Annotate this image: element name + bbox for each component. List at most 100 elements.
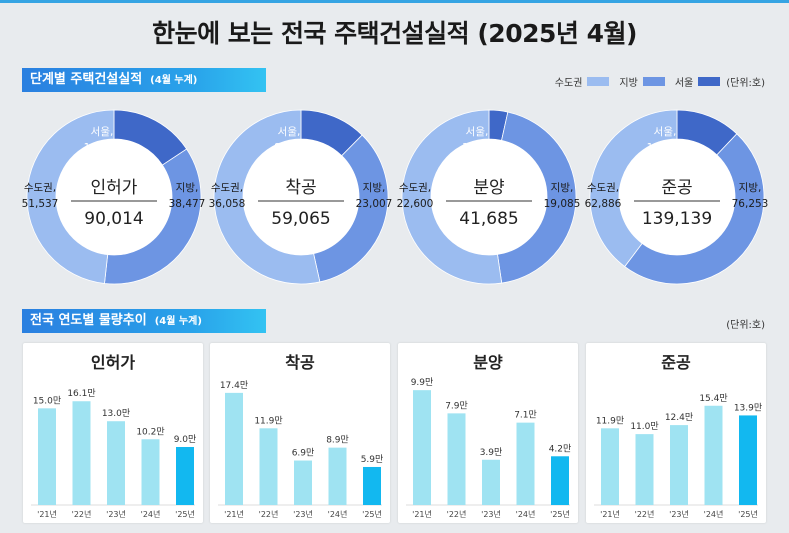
bar-chart: 17.4만 '21년 11.9만 '22년 6.9만 '23년 8.9만 '24년 5.9만 '2…	[218, 380, 384, 519]
donut-slice-value: 16,787	[84, 142, 121, 154]
donut-slice-value: 22,600	[397, 198, 434, 210]
section-label-text: 전국 연도별 물량추이	[30, 313, 147, 328]
x-tick-label: '25년	[175, 509, 195, 519]
x-tick-label: '24년	[328, 509, 348, 519]
bar	[739, 415, 757, 505]
donut-slice-value: 1,501	[462, 142, 492, 154]
bar-value-label: 7.1만	[514, 410, 537, 421]
bar-value-label: 12.4만	[665, 412, 693, 423]
bar-value-label: 11.9만	[254, 415, 282, 426]
x-tick-label: '22년	[259, 509, 279, 519]
legend-item-seoul: 서울	[675, 74, 721, 89]
top-accent-line	[0, 0, 789, 3]
bar	[363, 466, 381, 505]
donut-total: 90,014	[84, 209, 143, 229]
legend: 수도권 지방 서울 (단위:호)	[551, 74, 765, 89]
donut-slice-name: 서울,	[654, 126, 677, 138]
donut-slice-value: 36,058	[209, 198, 246, 210]
donut-slice-value: 19,090	[647, 142, 684, 154]
donut-1: 인허가 90,014 서울, 16,787 지방, 38,477 수도권, 51,537	[22, 109, 206, 285]
x-tick-label: '21년	[600, 509, 620, 519]
bar	[259, 428, 278, 505]
bar	[328, 447, 347, 505]
legend-swatch-capital	[587, 77, 610, 86]
bar-value-label: 5.9만	[361, 454, 384, 465]
x-tick-label: '23년	[669, 509, 689, 519]
bar-value-label: 9.9만	[411, 377, 434, 388]
legend-swatch-provinces	[642, 77, 665, 86]
donut-slice-name: 지방,	[176, 182, 199, 194]
x-tick-label: '25년	[738, 509, 758, 519]
bar	[72, 401, 91, 505]
x-tick-label: '22년	[635, 509, 655, 519]
bar-value-label: 4.2만	[549, 443, 572, 454]
bar-value-label: 17.4만	[220, 380, 248, 391]
bar-value-label: 10.2만	[136, 426, 164, 437]
donut-slice-name: 지방,	[551, 182, 574, 194]
x-tick-label: '21년	[412, 509, 432, 519]
bar-panel-permit: 인허가 15.0만 '21년 16.1만 '22년 13.0만 '23년 10.2만 '24년…	[23, 343, 203, 523]
bar-panel-title: 분양	[473, 353, 503, 372]
donut-total: 41,685	[459, 209, 518, 229]
donut-slice-name: 서울,	[278, 126, 301, 138]
section-label-yearly: 전국 연도별 물량추이 (4월 누계)	[22, 309, 266, 333]
bar-panel-start: 착공 17.4만 '21년 11.9만 '22년 6.9만 '23년 8.9만 '24년 5.9…	[210, 343, 390, 523]
unit-label: (단위:호)	[726, 320, 765, 331]
donut-total: 139,139	[642, 209, 712, 229]
bar	[601, 428, 619, 505]
bar-value-label: 7.9만	[445, 400, 468, 411]
section-label-sub: (4월 누계)	[150, 75, 198, 86]
bar-panel-title: 착공	[285, 353, 315, 372]
donut-4: 준공 139,139 서울, 19,090 지방, 76,253 수도권, 62,886	[585, 109, 768, 285]
donut-slice-name: 지방,	[363, 182, 386, 194]
bar	[141, 439, 160, 505]
bar-value-label: 15.4만	[699, 393, 727, 404]
bar-panel-sale: 분양 9.9만 '21년 7.9만 '22년 3.9만 '23년 7.1만 '24년 4.2만 '…	[398, 343, 578, 523]
x-tick-label: '22년	[447, 509, 467, 519]
donut-slice-value: 8,357	[274, 142, 304, 154]
bar-value-label: 8.9만	[326, 435, 349, 446]
bar-value-label: 6.9만	[292, 448, 315, 459]
donut-slice-value: 23,007	[356, 198, 393, 210]
x-tick-label: '23년	[106, 509, 126, 519]
legend-unit: (단위:호)	[726, 78, 765, 89]
section-label-text: 단계별 주택건설실적	[30, 72, 143, 87]
donut-slice-value: 51,537	[22, 198, 59, 210]
page-title: 한눈에 보는 전국 주택건설실적 (2025년 4월)	[152, 19, 637, 48]
bar-chart: 15.0만 '21년 16.1만 '22년 13.0만 '23년 10.2만 '24년 9.0만…	[31, 388, 197, 519]
x-tick-label: '23년	[293, 509, 313, 519]
x-tick-label: '23년	[481, 509, 501, 519]
donut-slice-name: 수도권,	[399, 182, 431, 194]
bar	[482, 459, 500, 505]
donut-slice-value: 19,085	[544, 198, 581, 210]
bar	[704, 405, 723, 505]
bar-value-label: 9.0만	[174, 434, 197, 445]
bar	[635, 434, 654, 505]
bar-panel-title: 인허가	[90, 353, 136, 372]
bar-value-label: 3.9만	[480, 447, 503, 458]
legend-swatch-seoul	[698, 77, 721, 86]
donut-hole	[56, 139, 172, 255]
donut-center-label: 준공	[661, 178, 692, 198]
bar	[107, 421, 125, 505]
bar-chart: 11.9만 '21년 11.0만 '22년 12.4만 '23년 15.4만 '24년 13.9…	[594, 393, 762, 519]
donut-slice-name: 서울,	[466, 126, 489, 138]
donut-slice-value: 38,477	[169, 198, 206, 210]
donut-charts: 인허가 90,014 서울, 16,787 지방, 38,477 수도권, 51,537 착공 5…	[22, 109, 768, 285]
legend-item-capital: 수도권	[555, 74, 610, 89]
section-label-stages: 단계별 주택건설실적 (4월 누계)	[22, 68, 266, 92]
x-tick-label: '25년	[362, 509, 382, 519]
bar-value-label: 13.0만	[102, 408, 130, 419]
donut-slice-name: 서울,	[91, 126, 114, 138]
bar	[447, 413, 466, 505]
x-tick-label: '24년	[704, 509, 724, 519]
donut-center-label: 인허가	[91, 178, 138, 198]
x-tick-label: '21년	[37, 509, 57, 519]
donut-total: 59,065	[271, 209, 330, 229]
bar	[551, 456, 569, 505]
bar-value-label: 13.9만	[734, 402, 762, 413]
x-tick-label: '24년	[516, 509, 536, 519]
donut-hole	[243, 139, 359, 255]
donut-2: 착공 59,065 서울, 8,357 지방, 23,007 수도권, 36,058	[209, 109, 393, 285]
